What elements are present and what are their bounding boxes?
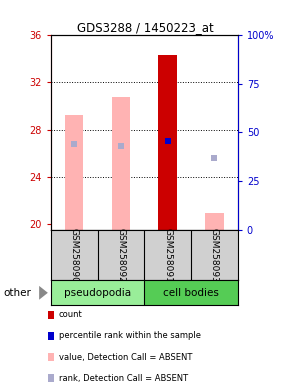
Text: GDS3288 / 1450223_at: GDS3288 / 1450223_at [77, 21, 213, 34]
Bar [205, 213, 224, 230]
Text: GSM258092: GSM258092 [116, 228, 125, 283]
Text: pseudopodia: pseudopodia [64, 288, 131, 298]
Polygon shape [39, 286, 48, 300]
Text: percentile rank within the sample: percentile rank within the sample [59, 331, 201, 341]
Bar [112, 98, 130, 230]
Text: rank, Detection Call = ABSENT: rank, Detection Call = ABSENT [59, 374, 188, 383]
Text: count: count [59, 310, 82, 319]
Bar [144, 280, 238, 305]
Bar [65, 115, 84, 230]
Text: other: other [3, 288, 31, 298]
Text: GSM258091: GSM258091 [163, 228, 172, 283]
Text: value, Detection Call = ABSENT: value, Detection Call = ABSENT [59, 353, 192, 362]
Text: cell bodies: cell bodies [163, 288, 219, 298]
Text: GSM258093: GSM258093 [210, 228, 219, 283]
Bar [51, 280, 144, 305]
Bar [158, 55, 177, 230]
Text: GSM258090: GSM258090 [70, 228, 79, 283]
